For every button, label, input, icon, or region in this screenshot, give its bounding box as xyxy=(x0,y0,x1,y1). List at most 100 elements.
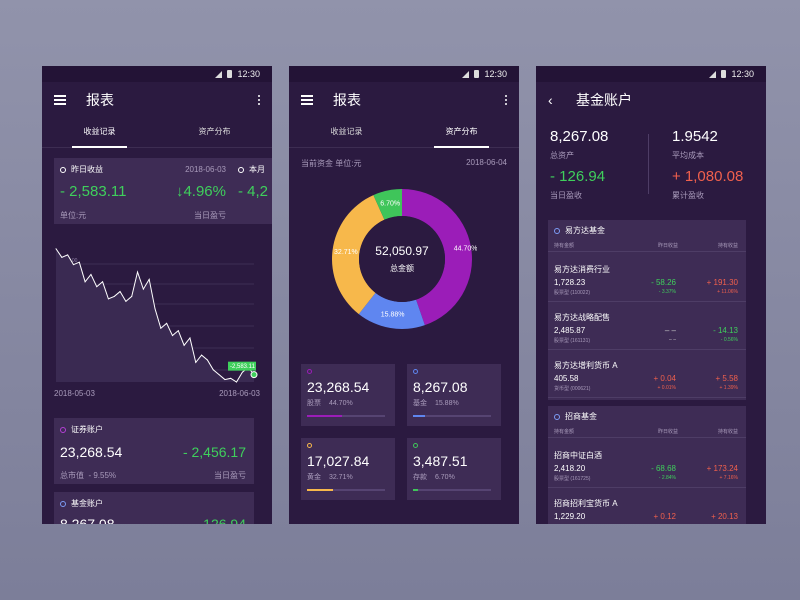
data-point xyxy=(177,330,179,332)
signal-icon xyxy=(462,70,470,78)
card-label: 昨日收益 xyxy=(71,165,103,174)
asset-card[interactable]: 17,027.84 黄金 32.71% xyxy=(301,438,395,500)
fund-group-name: 易方达基金 xyxy=(565,226,605,235)
month-earnings-card[interactable]: 本月 - 4,2 xyxy=(232,158,272,224)
asset-name: 黄金 xyxy=(307,474,321,481)
earnings-line-chart: 1,200.00600.000.00-1,200.00-2,400.00-3,6… xyxy=(55,248,258,383)
status-time: 12:30 xyxy=(484,69,507,79)
data-point xyxy=(166,322,168,324)
asset-percent: 32.71% xyxy=(328,474,353,481)
holding-pct: - 0.56% xyxy=(720,337,738,343)
data-point xyxy=(201,354,203,356)
asset-name: 基金 xyxy=(413,400,427,407)
data-point xyxy=(160,327,162,329)
card-title: 基金账户 xyxy=(71,499,103,508)
holding-earnings: + 191.30 xyxy=(706,278,738,287)
asset-card[interactable]: 23,268.54 股票 44.70% xyxy=(301,364,395,426)
slice-label: 15.88% xyxy=(381,312,405,319)
daily-pl-label: 当日盈亏 xyxy=(214,471,246,480)
data-point xyxy=(137,271,139,273)
asset-card[interactable]: 3,487.51 存款 6.70% xyxy=(407,438,501,500)
col-header-holding: 持有收益 xyxy=(717,429,738,435)
divider xyxy=(548,437,746,438)
app-bar: 报表 xyxy=(289,82,519,118)
card-label: 本月 xyxy=(249,165,265,174)
data-point xyxy=(125,300,127,302)
page-title: 基金账户 xyxy=(576,92,632,108)
securities-change: - 2,456.17 xyxy=(182,444,246,460)
tab-assets[interactable]: 资产分布 xyxy=(404,118,519,148)
battery-icon xyxy=(474,70,480,78)
fund-group-card: 招商基金 持有金额 昨日收益 持有收益 招商中证白酒 2,418.20 股票型 (16172… xyxy=(548,406,746,524)
holding-earnings: + 5.58 xyxy=(715,374,738,383)
signal-icon xyxy=(215,70,223,78)
donut-slice-存款[interactable] xyxy=(373,189,402,220)
tab-earnings[interactable]: 收益记录 xyxy=(330,127,363,136)
status-time: 12:30 xyxy=(237,69,260,79)
donut-slice-黄金[interactable] xyxy=(332,195,385,315)
data-point xyxy=(154,308,156,310)
donut-slice-股票[interactable] xyxy=(402,189,472,326)
more-icon[interactable] xyxy=(258,95,260,105)
bullet-icon xyxy=(307,369,312,374)
bullet-icon xyxy=(60,500,66,507)
tab-assets[interactable]: 资产分布 xyxy=(198,127,231,136)
data-point xyxy=(183,344,185,346)
bullet-icon xyxy=(554,413,560,420)
fund-group-header: 易方达基金 xyxy=(554,225,605,236)
fund-amount: 405.58 xyxy=(554,374,579,383)
card-title: 证券账户 xyxy=(71,425,103,434)
bullet-icon xyxy=(554,227,560,234)
yesterday-earnings: - 68.68 xyxy=(651,464,676,473)
back-arrow-icon[interactable]: ‹ xyxy=(548,92,553,108)
fund-row[interactable]: 易方达消费行业 1,728.23 股票型 (110022) - 58.26 - 3.37… xyxy=(548,254,746,302)
donut-hole xyxy=(359,216,445,302)
fund-row[interactable]: 招商中证白酒 2,418.20 股票型 (161725) - 68.68 - 2.84%… xyxy=(548,440,746,488)
col-header-yesterday: 昨日收益 xyxy=(658,429,679,435)
fund-change: - 126.94 xyxy=(194,516,246,524)
fund-name: 易方达消费行业 xyxy=(554,265,610,274)
yesterday-pct: – – xyxy=(669,337,676,343)
selected-point[interactable] xyxy=(250,371,258,379)
tab-earnings[interactable]: 收益记录 xyxy=(42,118,157,148)
slice-label: 32.71% xyxy=(334,249,358,256)
holding-pct: + 7.16% xyxy=(719,475,739,481)
data-point xyxy=(206,359,208,361)
status-bar: 12:30 xyxy=(289,66,519,82)
data-point xyxy=(67,254,69,256)
fund-row[interactable]: 易方达增利货币 A 405.58 货币型 (000621) + 0.04 + 0.01%… xyxy=(548,350,746,398)
fund-code: 股票型 (110022) xyxy=(554,290,591,296)
securities-amount: 23,268.54 xyxy=(60,444,123,460)
slice-label: 6.70% xyxy=(380,201,400,208)
earnings-percent: ↓4.96% xyxy=(175,183,226,200)
fund-row[interactable]: 易方达战略配售 2,485.87 股票型 (161131) – – – – - 14.13… xyxy=(548,302,746,350)
col-header-amount: 持有金额 xyxy=(554,243,575,249)
yesterday-earnings-card[interactable]: 昨日收益 2018-06-03 - 2,583.11 ↓4.96% 单位:元 当… xyxy=(54,158,234,224)
col-header-holding: 持有收益 xyxy=(717,243,738,249)
menu-icon[interactable] xyxy=(301,95,313,105)
data-point xyxy=(55,248,57,250)
asset-meta: 基金 15.88% xyxy=(413,398,459,408)
more-icon[interactable] xyxy=(505,95,507,105)
battery-icon xyxy=(721,70,727,78)
menu-icon[interactable] xyxy=(54,95,66,105)
securities-account-card[interactable]: 证券账户 23,268.54 - 2,456.17 总市值 - 9.55% 当日… xyxy=(54,418,254,484)
data-point xyxy=(107,298,109,300)
data-point xyxy=(148,278,150,280)
donut-slice-基金[interactable] xyxy=(358,292,425,329)
daily-earnings-value: - 126.94 xyxy=(550,168,606,185)
fund-group-name: 招商基金 xyxy=(565,412,597,421)
yesterday-pct: - 3.37% xyxy=(658,289,676,295)
yesterday-pct: - 2.84% xyxy=(658,475,676,481)
status-bar: 12:30 xyxy=(536,66,766,82)
holding-earnings: + 173.24 xyxy=(706,464,738,473)
total-amount-label: 总金额 xyxy=(390,264,414,273)
progress-fill xyxy=(307,415,342,417)
bullet-icon xyxy=(413,443,418,448)
col-header-yesterday: 昨日收益 xyxy=(658,243,679,249)
fund-account-card[interactable]: 基金账户 8,267.08 - 126.94 xyxy=(54,492,254,524)
asset-card[interactable]: 8,267.08 基金 15.88% xyxy=(407,364,501,426)
fund-row[interactable]: 招商招利宝货币 A 1,229.20 + 0.12 + 20.13 xyxy=(548,488,746,524)
asset-amount: 3,487.51 xyxy=(413,453,468,469)
data-point xyxy=(72,264,74,266)
